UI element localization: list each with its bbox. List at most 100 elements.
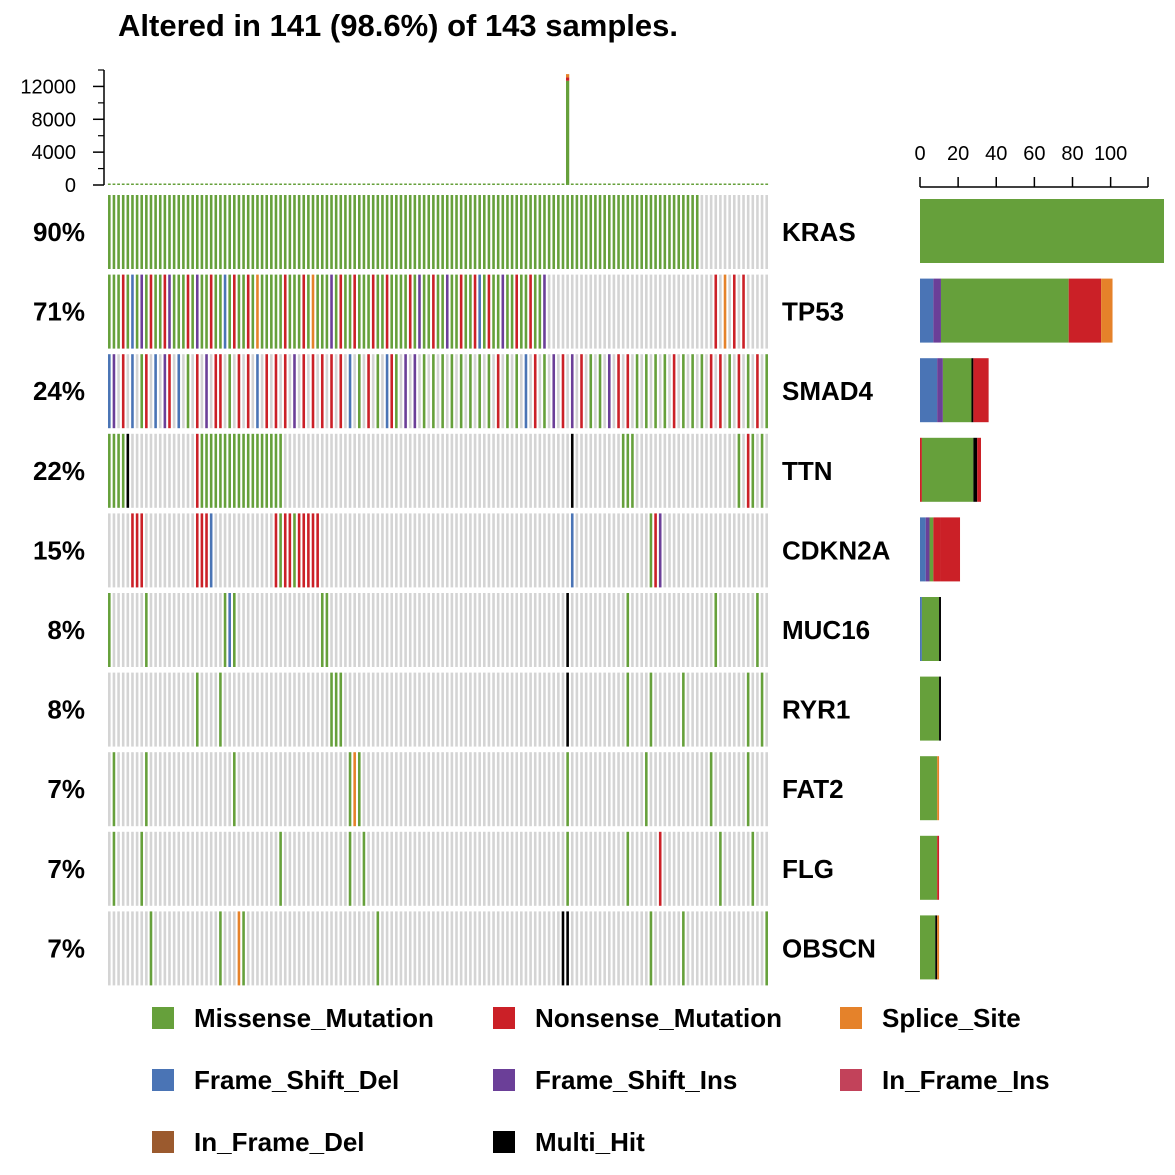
empty-cell-flg [135, 831, 139, 906]
mutation-cell-tp53 [742, 274, 745, 349]
tmb-bar [686, 183, 690, 185]
mutation-cell-kras [154, 195, 157, 269]
empty-cell-ryr1 [408, 672, 412, 747]
tmb-bar [473, 183, 477, 185]
legend-swatch [493, 1131, 515, 1153]
empty-cell-obscn [214, 911, 218, 986]
empty-cell-smad4 [251, 354, 255, 429]
tmb-bar [723, 183, 727, 185]
empty-cell-cdkn2a [404, 513, 407, 588]
empty-cell-fat2 [621, 752, 625, 827]
empty-cell-ryr1 [311, 672, 315, 747]
mutation-cell-kras [395, 195, 398, 269]
empty-cell-muc16 [672, 593, 676, 667]
empty-cell-ryr1 [154, 672, 157, 747]
empty-cell-ryr1 [307, 672, 310, 747]
empty-cell-flg [482, 831, 486, 906]
legend-label: In_Frame_Del [194, 1127, 365, 1157]
empty-cell-smad4 [631, 354, 634, 429]
gene-bar-segment [977, 437, 981, 502]
empty-cell-fat2 [464, 752, 468, 827]
mutation-cell-tp53 [237, 274, 241, 349]
tmb-bar [506, 183, 509, 185]
empty-cell-smad4 [297, 354, 301, 429]
empty-cell-obscn [413, 911, 417, 986]
tmb-bar [302, 183, 306, 185]
tmb-bar [186, 183, 190, 185]
mutation-cell-smad4 [121, 354, 125, 429]
empty-cell-ttn [316, 433, 319, 508]
empty-cell-ttn [186, 433, 190, 508]
gene-bar-segment [942, 358, 972, 423]
gene-bar-segment [920, 597, 922, 661]
empty-cell-ryr1 [617, 672, 620, 747]
mutation-cell-kras [640, 195, 643, 269]
mutation-cell-muc16 [325, 593, 329, 667]
empty-cell-cdkn2a [607, 513, 611, 588]
empty-cell-fat2 [311, 752, 315, 827]
tmb-bar [168, 183, 171, 185]
empty-cell-ryr1 [501, 672, 505, 747]
mutation-cell-tp53 [233, 274, 236, 349]
empty-cell-ttn [695, 433, 699, 508]
mutation-cell-cdkn2a [311, 513, 315, 588]
empty-cell-smad4 [473, 354, 477, 429]
empty-cell-ryr1 [612, 672, 616, 747]
mutation-cell-kras [251, 195, 255, 269]
mutation-cell-tp53 [293, 274, 296, 349]
empty-cell-fat2 [246, 752, 250, 827]
empty-cell-kras [705, 195, 708, 269]
empty-cell-ryr1 [732, 672, 736, 747]
mutation-cell-kras [112, 195, 116, 269]
empty-cell-muc16 [603, 593, 606, 667]
empty-cell-fat2 [654, 752, 657, 827]
empty-cell-flg [265, 831, 269, 906]
empty-cell-muc16 [686, 593, 690, 667]
empty-cell-obscn [645, 911, 648, 986]
mutation-cell-smad4 [506, 354, 509, 429]
mutation-cell-kras [344, 195, 347, 269]
tmb-bar [561, 183, 565, 185]
empty-cell-muc16 [584, 593, 588, 667]
empty-cell-tp53 [691, 274, 694, 349]
empty-cell-cdkn2a [330, 513, 333, 588]
empty-cell-flg [399, 831, 403, 906]
mutation-cell-ryr1 [195, 672, 199, 747]
empty-cell-flg [557, 831, 560, 906]
empty-cell-fat2 [154, 752, 157, 827]
empty-cell-flg [510, 831, 514, 906]
tmb-bar [371, 183, 375, 185]
empty-cell-fat2 [270, 752, 273, 827]
empty-cell-muc16 [450, 593, 454, 667]
mutation-cell-kras [473, 195, 477, 269]
gene-bar-segment [973, 358, 989, 423]
empty-cell-cdkn2a [154, 513, 157, 588]
tmb-bar [408, 183, 412, 185]
empty-cell-obscn [344, 911, 347, 986]
tmb-bar [288, 183, 292, 185]
empty-cell-obscn [700, 911, 704, 986]
mutation-cell-smad4 [339, 354, 343, 429]
empty-cell-ryr1 [547, 672, 551, 747]
legend-swatch [152, 1069, 174, 1091]
empty-cell-muc16 [131, 593, 134, 667]
empty-cell-ttn [408, 433, 412, 508]
empty-cell-obscn [668, 911, 671, 986]
mutation-cell-obscn [219, 911, 222, 986]
mutation-cell-smad4 [756, 354, 759, 429]
empty-cell-tp53 [607, 274, 611, 349]
empty-cell-muc16 [617, 593, 620, 667]
empty-cell-obscn [506, 911, 509, 986]
empty-cell-ttn [728, 433, 731, 508]
mutation-cell-kras [621, 195, 625, 269]
mutation-cell-smad4 [746, 354, 750, 429]
mutation-cell-cdkn2a [297, 513, 301, 588]
empty-cell-cdkn2a [746, 513, 750, 588]
tmb-bar [297, 183, 301, 185]
tmb-bar [598, 183, 602, 185]
empty-cell-ryr1 [145, 672, 148, 747]
empty-cell-ryr1 [510, 672, 514, 747]
empty-cell-ttn [140, 433, 144, 508]
mutation-cell-tp53 [228, 274, 231, 349]
empty-cell-cdkn2a [214, 513, 218, 588]
